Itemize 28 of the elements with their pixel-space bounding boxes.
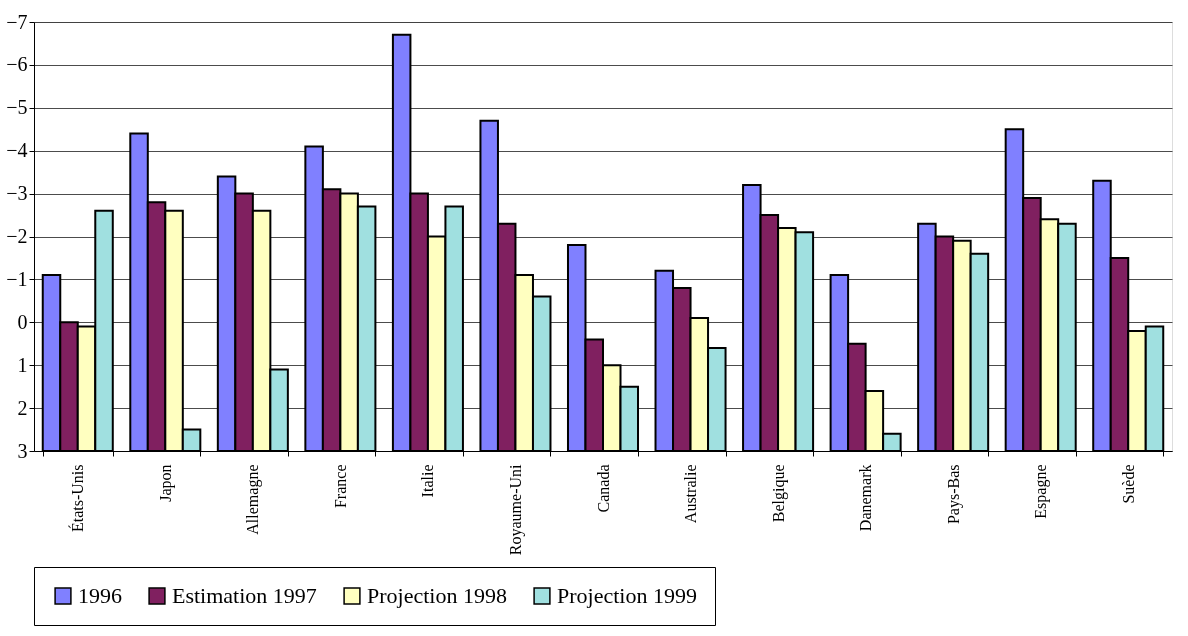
- x-tick-label: Italie: [419, 464, 437, 498]
- y-tick-label: 0: [17, 310, 28, 333]
- y-tick-label: −7: [6, 10, 28, 33]
- x-tick-label: États-Unis: [68, 464, 87, 533]
- legend-label: Estimation 1997: [172, 583, 317, 608]
- y-tick-label: 3: [17, 439, 28, 462]
- y-tick-label: −1: [6, 267, 28, 290]
- legend-label: Projection 1998: [367, 583, 507, 608]
- x-tick-label: Suède: [1119, 464, 1137, 504]
- y-tick-label: −3: [6, 182, 28, 205]
- x-tick-label: Belgique: [769, 464, 788, 523]
- x-tick-label: Royaume-Uni: [506, 463, 525, 556]
- x-tick-label: Australie: [682, 464, 700, 524]
- x-tick-label: France: [331, 464, 349, 509]
- y-tick-label: −6: [6, 53, 28, 76]
- legend-label: 1996: [78, 583, 122, 608]
- y-tick-label: 2: [17, 396, 28, 419]
- x-tick-label: Allemagne: [244, 464, 263, 535]
- legend-label: Projection 1999: [557, 583, 697, 608]
- y-tick-label: −2: [6, 225, 28, 247]
- y-tick-label: −5: [6, 96, 28, 119]
- x-tick-label: Canada: [594, 464, 612, 513]
- x-tick-label: Pays-Bas: [944, 464, 963, 525]
- y-tick-label: −4: [6, 139, 28, 162]
- x-tick-label: Danemark: [857, 464, 875, 532]
- x-tick-label: Japon: [156, 464, 175, 502]
- x-tick-label: Espagne: [1032, 464, 1051, 519]
- y-tick-label: 1: [17, 353, 28, 376]
